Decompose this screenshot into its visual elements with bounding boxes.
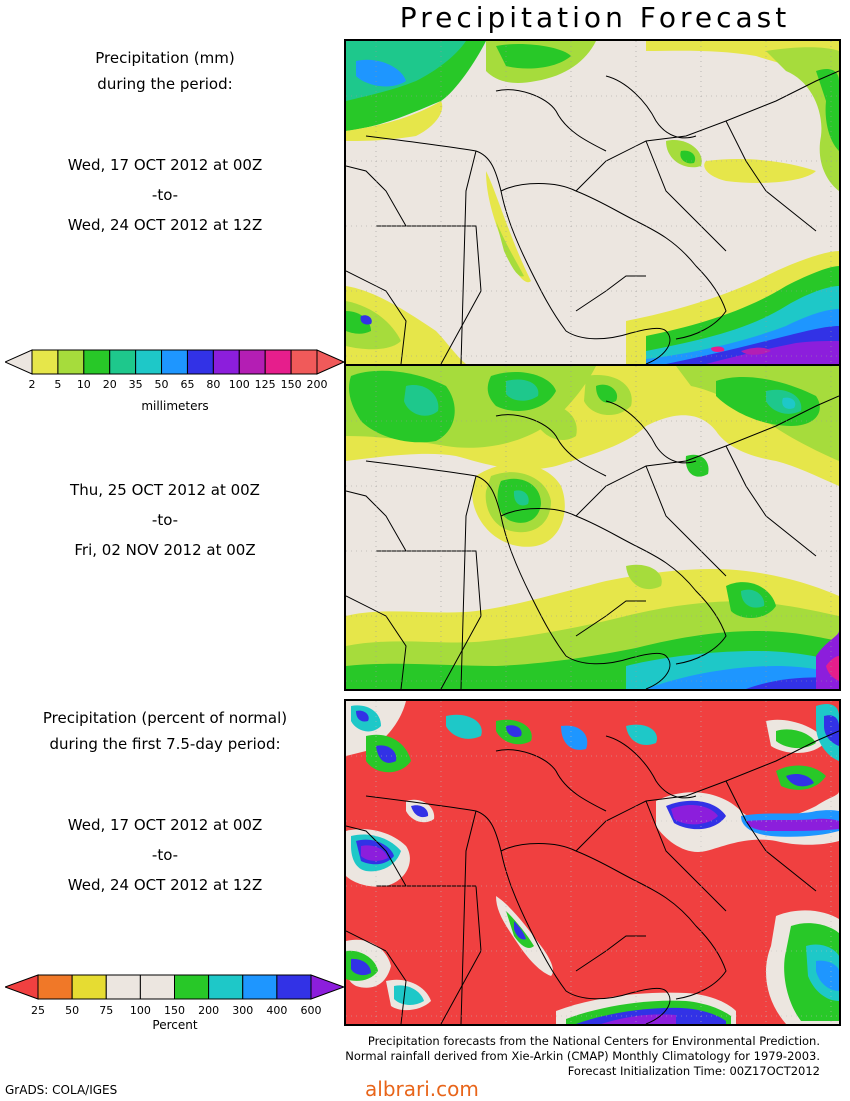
scale-left-arrow [3,349,33,375]
pct-scale-labels: 25 50 75 100 150 200 300 400 600 [5,1004,345,1020]
scale-swatch [264,349,292,375]
scale-swatch [135,349,163,375]
scale-swatch [31,349,59,375]
period2-end: Fri, 02 NOV 2012 at 00Z [74,541,256,559]
scale-tick-label: 10 [76,378,91,391]
period3-to: -to- [151,846,179,864]
scale-tick-label: 200 [306,378,328,391]
scale-swatch [212,349,240,375]
scale-swatch [71,974,107,1000]
period1-to: -to- [151,186,179,204]
scale-tick-label: 200 [198,1004,220,1017]
period3-heading-line2: during the first 7.5-day period: [49,735,281,753]
period1-heading-line1: Precipitation (mm) [95,49,235,67]
scale-tick-label: 5 [54,378,62,391]
credits-line1: Precipitation forecasts from the Nationa… [367,1034,820,1048]
period3-dates: Wed, 17 OCT 2012 at 00Z -to- Wed, 24 OCT… [0,810,330,900]
scale-tick-label: 150 [164,1004,185,1017]
pct-scale-bar [3,974,346,1000]
scale-tick-label: 20 [102,378,117,391]
scale-swatch [174,974,210,1000]
map-week2 [346,366,839,689]
scale-swatch [139,974,175,1000]
scale-tick-label: 50 [154,378,169,391]
map-percent [346,701,839,1024]
mm-scale-unit: millimeters [141,399,209,413]
scale-swatch [208,974,244,1000]
map-panel-week2-mm [344,364,841,691]
period1-heading: Precipitation (mm) during the period: [0,45,330,97]
scale-tick-label: 600 [300,1004,322,1017]
period2-to: -to- [151,511,179,529]
period3-start: Wed, 17 OCT 2012 at 00Z [67,816,263,834]
mm-color-scale [3,349,346,375]
scale-swatch [290,349,318,375]
scale-swatch [37,974,73,1000]
grads-label: GrADS: COLA/IGES [5,1083,118,1097]
scale-tick-label: 75 [99,1004,114,1017]
scale-left-arrow [3,974,39,1000]
scale-tick-label: 400 [266,1004,288,1017]
scale-tick-label: 50 [65,1004,80,1017]
scale-tick-label: 65 [180,378,195,391]
scale-right-arrow [310,974,346,1000]
scale-swatch [238,349,266,375]
period1-heading-line2: during the period: [97,75,233,93]
scale-swatch [276,974,312,1000]
pct-color-scale [3,974,346,1000]
scale-right-arrow [316,349,346,375]
period2-dates: Thu, 25 OCT 2012 at 00Z -to- Fri, 02 NOV… [0,475,330,565]
scale-swatch [83,349,111,375]
scale-tick-label: 80 [206,378,221,391]
scale-tick-label: 25 [31,1004,45,1017]
scale-tick-label: 100 [228,378,250,391]
watermark: albrari.com [365,1077,479,1101]
page-title: Precipitation Forecast [399,1,791,34]
scale-swatch [161,349,188,375]
scale-tick-label: 100 [129,1004,151,1017]
period1-end: Wed, 24 OCT 2012 at 12Z [67,216,263,234]
period1-start: Wed, 17 OCT 2012 at 00Z [67,156,263,174]
map-panel-percent-normal [344,699,841,1026]
scale-tick-label: 125 [254,378,276,391]
scale-swatch [109,349,137,375]
mm-scale-bar [3,349,346,375]
scale-swatch [105,974,141,1000]
mm-scale-labels: 2 5 10 20 35 50 65 80 100 125 150 200 [5,378,345,394]
credits-line3: Forecast Initialization Time: 00Z17OCT20… [567,1064,820,1078]
period3-end: Wed, 24 OCT 2012 at 12Z [67,876,263,894]
scale-tick-label: 300 [232,1004,254,1017]
credits: Precipitation forecasts from the Nationa… [250,1034,820,1079]
period3-heading-line1: Precipitation (percent of normal) [42,709,288,727]
scale-tick-label: 150 [280,378,302,391]
map-panel-week1-mm [344,39,841,366]
period2-start: Thu, 25 OCT 2012 at 00Z [70,481,260,499]
pct-scale-unit: Percent [152,1018,198,1032]
map-week1 [346,41,839,364]
scale-tick-label: 35 [128,378,143,391]
scale-swatch [186,349,214,375]
period3-heading: Precipitation (percent of normal) during… [0,705,330,757]
scale-swatch [242,974,278,1000]
scale-swatch [57,349,85,375]
scale-tick-label: 2 [28,378,36,391]
period1-dates: Wed, 17 OCT 2012 at 00Z -to- Wed, 24 OCT… [0,150,330,240]
credits-line2: Normal rainfall derived from Xie-Arkin (… [345,1049,820,1063]
